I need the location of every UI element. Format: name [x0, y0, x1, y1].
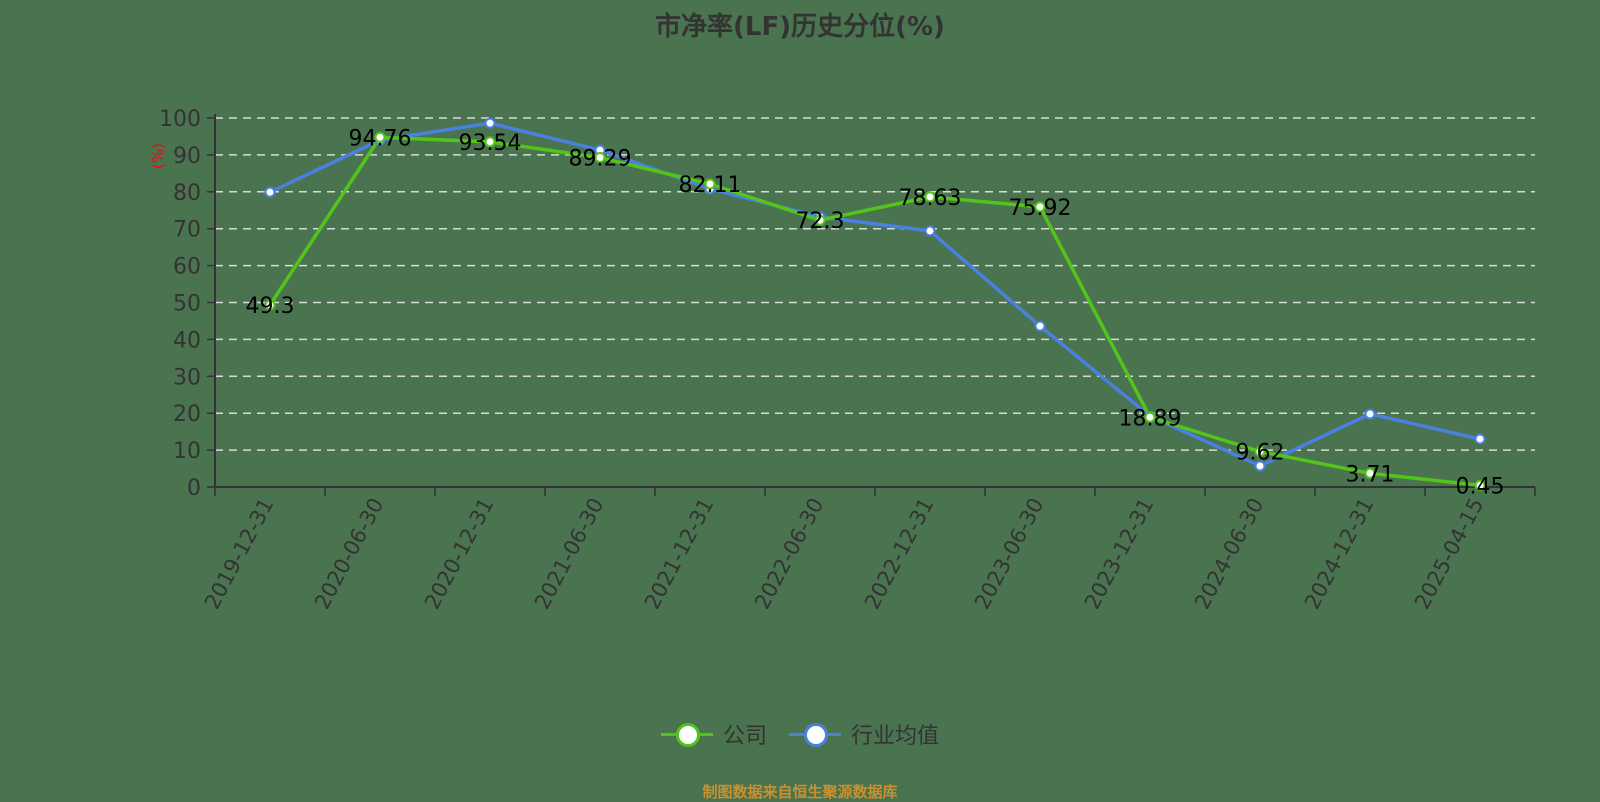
data-point[interactable]	[1034, 320, 1046, 332]
data-point[interactable]	[1254, 460, 1266, 472]
data-label: 18.89	[1119, 406, 1182, 431]
legend: 公司 行业均值	[0, 718, 1600, 750]
legend-item-industry[interactable]: 行业均值	[789, 718, 939, 750]
industry-line	[269, 121, 1481, 468]
x-tick-label: 2020-06-30	[310, 494, 388, 613]
y-tick-label: 0	[187, 476, 201, 501]
x-tick-label: 2024-12-31	[1300, 494, 1378, 613]
x-tick-label: 2020-12-31	[420, 494, 498, 613]
data-point[interactable]	[594, 152, 606, 164]
data-point[interactable]	[264, 186, 276, 198]
y-tick-label: 80	[173, 181, 201, 206]
data-label: 75.92	[1009, 196, 1072, 221]
data-point[interactable]	[1474, 479, 1486, 491]
x-tick-label: 2022-12-31	[860, 494, 938, 613]
data-label: 78.63	[899, 186, 962, 211]
data-point[interactable]	[374, 131, 386, 143]
x-tick-label: 2023-06-30	[970, 494, 1048, 613]
data-label: 9.62	[1236, 441, 1285, 466]
data-point[interactable]	[264, 299, 276, 311]
data-label: 89.29	[569, 147, 632, 172]
legend-item-company[interactable]: 公司	[660, 718, 767, 750]
legend-company-label: 公司	[722, 724, 767, 749]
x-tick-label: 2023-12-31	[1080, 494, 1158, 613]
y-tick-label: 10	[173, 439, 201, 464]
data-label: 94.76	[349, 126, 412, 151]
y-tick-label: 20	[173, 402, 201, 427]
y-tick-label: 30	[173, 365, 201, 390]
data-point[interactable]	[484, 136, 496, 148]
data-point[interactable]	[924, 225, 936, 237]
data-source-footer: 制图数据来自恒生聚源数据库	[702, 783, 898, 801]
data-point[interactable]	[1254, 446, 1266, 458]
data-point[interactable]	[704, 178, 716, 190]
data-point[interactable]	[1364, 467, 1376, 479]
data-point[interactable]	[484, 117, 496, 129]
data-label: 72.3	[796, 209, 845, 234]
series-layer	[264, 117, 1486, 491]
y-axis: 0 10 20 30 40 50 60 70 80 90 100 (%)	[149, 107, 216, 501]
data-point[interactable]	[1474, 433, 1486, 445]
data-label: 0.45	[1456, 474, 1505, 499]
legend-company-marker-icon	[660, 722, 713, 747]
legend-industry-label: 行业均值	[851, 724, 940, 749]
y-tick-label: 60	[173, 255, 201, 280]
y-tick-label: 100	[159, 107, 201, 132]
y-tick-label: 90	[173, 144, 201, 169]
x-tick-label: 2025-04-15	[1410, 494, 1488, 613]
x-tick-label: 2021-12-31	[640, 494, 718, 613]
chart-title: 市净率(LF)历史分位(%)	[655, 12, 945, 42]
x-tick-label: 2019-12-31	[200, 494, 278, 613]
data-label: 93.54	[459, 131, 522, 156]
gridlines	[215, 117, 1535, 451]
data-labels: 49.3 94.76 93.54 89.29 82.11 72.3 78.63 75.92 18…	[246, 126, 1505, 499]
data-point[interactable]	[1034, 201, 1046, 213]
x-tick-label: 2024-06-30	[1190, 494, 1268, 613]
data-label: 82.11	[679, 173, 742, 198]
x-tick-label: 2021-06-30	[530, 494, 608, 613]
data-label: 3.71	[1346, 462, 1395, 487]
data-point[interactable]	[814, 214, 826, 226]
y-axis-unit-label: (%)	[149, 143, 167, 169]
y-tick-label: 70	[173, 218, 201, 243]
data-point[interactable]	[924, 191, 936, 203]
x-axis: 2019-12-31 2020-06-30 2020-12-31 2021-06-30…	[200, 486, 1536, 613]
data-label: 49.3	[246, 294, 295, 319]
y-tick-label: 50	[173, 292, 201, 317]
x-tick-label: 2022-06-30	[750, 494, 828, 613]
company-line	[268, 135, 1481, 488]
data-point[interactable]	[1144, 411, 1156, 423]
data-point[interactable]	[1364, 408, 1376, 420]
legend-industry-marker-icon	[789, 722, 841, 747]
y-tick-label: 40	[173, 328, 201, 353]
